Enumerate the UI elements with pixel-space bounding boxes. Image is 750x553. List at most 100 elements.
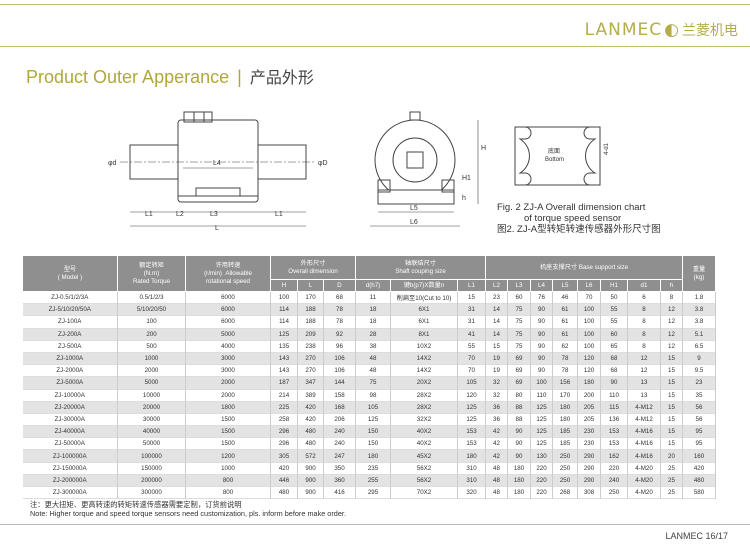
table-cell: 185 [552, 437, 578, 450]
table-cell: 15 [485, 340, 508, 353]
header-overall: 外形尺寸 Overall dimension [270, 255, 356, 280]
table-cell: 20000 [117, 401, 186, 414]
table-cell: 247 [323, 449, 356, 463]
table-cell: 389 [297, 389, 324, 402]
table-cell: 6000 [185, 291, 271, 304]
table-cell: 188 [297, 303, 324, 316]
table-cell: 446 [270, 474, 298, 487]
table-cell: ZJ-5/10/20/50A [22, 303, 118, 316]
table-cell: 150 [355, 425, 391, 438]
table-cell: 61 [552, 303, 578, 316]
table-cell: 10X2 [390, 340, 458, 353]
label-L: L [215, 225, 219, 232]
table-cell: 1000 [117, 352, 186, 365]
table-cell: 135 [270, 340, 298, 353]
table-cell: 75 [507, 340, 531, 353]
table-cell: 180 [552, 413, 578, 426]
table-cell: 36 [485, 401, 508, 414]
table-cell: 18 [355, 315, 391, 329]
table-cell: 214 [270, 389, 298, 402]
table-cell: 170 [297, 291, 324, 304]
table-cell: 420 [297, 401, 324, 414]
table-cell: 13 [627, 389, 661, 402]
table-cell: 15 [660, 376, 683, 389]
table-cell: 12 [660, 328, 683, 341]
table-cell: 320 [457, 486, 486, 499]
table-row: ZJ-0.5/1/2/3A 0.5/1/2/3 6000 100 170 68 11 削扁至1… [22, 291, 716, 304]
label-bottom-en: Bottom [545, 157, 564, 163]
table-cell: 90 [530, 340, 553, 353]
table-cell: 50 [600, 291, 628, 304]
table-cell: 188 [297, 315, 324, 329]
table-cell: 3000 [185, 364, 271, 377]
table-cell: 23 [485, 291, 508, 304]
table-cell: 180 [552, 401, 578, 414]
subheader: L5 [552, 279, 578, 292]
table-cell: 70 [457, 364, 486, 377]
table-cell: 75 [507, 315, 531, 329]
table-cell: 180 [457, 449, 486, 463]
table-cell: 153 [457, 425, 486, 438]
header-model: 型号 ( Model ) [22, 255, 118, 292]
table-cell: 76 [530, 291, 553, 304]
table-cell: 88 [507, 401, 531, 414]
table-cell: ZJ-500A [22, 340, 118, 353]
table-cell: 5000 [185, 328, 271, 341]
table-cell: 8 [627, 340, 661, 353]
table-cell: 350 [323, 462, 356, 475]
table-cell: ZJ-300000A [22, 486, 118, 499]
table-cell: 2000 [185, 376, 271, 389]
table-cell: 11 [355, 291, 391, 304]
table-cell: 68 [323, 291, 356, 304]
table-cell: 206 [323, 413, 356, 426]
table-cell: 23 [682, 376, 716, 389]
table-cell: 14 [485, 315, 508, 329]
table-cell: 580 [682, 486, 716, 499]
table-cell: 800 [185, 474, 271, 487]
table-cell: ZJ-2000A [22, 364, 118, 377]
table-cell: 55 [457, 340, 486, 353]
table-cell: 12 [660, 315, 683, 329]
table-cell: 90 [507, 449, 531, 463]
table-cell: 42 [485, 425, 508, 438]
subheader: L1 [457, 279, 486, 292]
table-cell: 4-M20 [627, 474, 661, 487]
table-cell: 125 [530, 401, 553, 414]
table-cell: 19 [485, 364, 508, 377]
table-cell: 290 [577, 462, 601, 475]
table-cell: 106 [323, 364, 356, 377]
lanmec-logo: LANMEC ◐ 兰菱机电 [584, 20, 738, 40]
table-cell: 100 [577, 315, 601, 329]
table-cell: 1000 [185, 462, 271, 475]
table-row: ZJ-300000A 300000 800 480 900 416 295 70X2 320 48… [22, 486, 716, 499]
table-cell: 8X1 [390, 328, 458, 341]
label-phi-d: φd [108, 160, 117, 167]
table-cell: 56 [682, 413, 716, 426]
header-rule [0, 46, 750, 47]
table-cell: 220 [530, 474, 553, 487]
table-cell: 55 [600, 303, 628, 316]
table-cell: 130 [530, 449, 553, 463]
subheader: L [297, 279, 324, 292]
table-cell: 310 [457, 474, 486, 487]
table-cell: 2000 [117, 364, 186, 377]
table-cell: 95 [682, 437, 716, 450]
label-L4: L4 [213, 160, 221, 167]
table-cell: 4-M12 [627, 401, 661, 414]
table-cell: 6000 [185, 303, 271, 316]
table-note: 注：更大扭矩、更高转速的转矩转速传感器需要定制，订货前说明 Note: High… [30, 500, 346, 518]
table-cell: 88 [507, 413, 531, 426]
table-cell: 125 [530, 437, 553, 450]
table-cell: 90 [530, 352, 553, 365]
table-cell: 153 [600, 437, 628, 450]
table-cell: 90 [600, 376, 628, 389]
table-cell: 105 [355, 401, 391, 414]
table-cell: 150 [355, 437, 391, 450]
table-cell: 78 [323, 315, 356, 329]
table-cell: 230 [577, 437, 601, 450]
page-number: LANMEC 16/17 [665, 531, 728, 541]
table-cell: 162 [600, 449, 628, 463]
table-cell: 143 [270, 352, 298, 365]
table-cell: 220 [530, 462, 553, 475]
table-cell: 56 [682, 401, 716, 414]
